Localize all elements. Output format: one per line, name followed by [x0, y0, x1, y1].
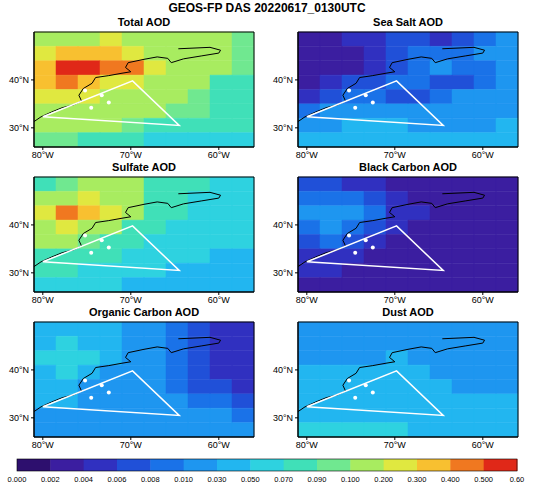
svg-text:60°W: 60°W [472, 295, 495, 305]
svg-text:80°W: 80°W [296, 295, 319, 305]
svg-text:80°W: 80°W [296, 440, 319, 450]
svg-text:0.050: 0.050 [241, 475, 260, 484]
svg-text:0.500: 0.500 [474, 475, 493, 484]
svg-text:0.004: 0.004 [74, 475, 93, 484]
svg-text:0.070: 0.070 [274, 475, 293, 484]
svg-text:40°N: 40°N [9, 75, 29, 85]
svg-text:60°W: 60°W [208, 440, 231, 450]
html-text:Organic Carbon AOD: Organic Carbon AOD [88, 306, 200, 318]
svg-text:30°N: 30°N [273, 413, 293, 423]
svg-text:70°W: 70°W [120, 295, 143, 305]
svg-text:70°W: 70°W [384, 150, 407, 160]
svg-text:0.008: 0.008 [141, 475, 160, 484]
html-text:GEOS-FP DAS 20220617_0130UTC: GEOS-FP DAS 20220617_0130UTC [168, 1, 366, 15]
svg-text:0.300: 0.300 [408, 475, 427, 484]
svg-text:80°W: 80°W [32, 295, 55, 305]
svg-text:70°W: 70°W [384, 440, 407, 450]
html-text:Total AOD: Total AOD [117, 16, 171, 28]
svg-text:30°N: 30°N [9, 123, 29, 133]
svg-text:30°N: 30°N [9, 268, 29, 278]
svg-text:40°N: 40°N [273, 75, 293, 85]
html-text:Sulfate AOD: Sulfate AOD [112, 161, 176, 173]
svg-text:70°W: 70°W [120, 150, 143, 160]
svg-text:30°N: 30°N [273, 123, 293, 133]
svg-text:0.010: 0.010 [174, 475, 193, 484]
svg-text:30°N: 30°N [9, 413, 29, 423]
html-text:Sea Salt AOD: Sea Salt AOD [373, 16, 443, 28]
svg-text:40°N: 40°N [9, 220, 29, 230]
svg-text:60°W: 60°W [208, 295, 231, 305]
svg-text:0.090: 0.090 [308, 475, 327, 484]
svg-text:60°W: 60°W [472, 440, 495, 450]
svg-text:30°N: 30°N [273, 268, 293, 278]
svg-text:0.200: 0.200 [374, 475, 393, 484]
html-text:Black Carbon AOD: Black Carbon AOD [359, 161, 457, 173]
svg-text:0.60: 0.60 [510, 475, 525, 484]
svg-text:0.030: 0.030 [208, 475, 227, 484]
svg-text:60°W: 60°W [472, 150, 495, 160]
svg-text:80°W: 80°W [32, 440, 55, 450]
svg-text:80°W: 80°W [296, 150, 319, 160]
svg-text:70°W: 70°W [120, 440, 143, 450]
svg-text:70°W: 70°W [384, 295, 407, 305]
svg-text:80°W: 80°W [32, 150, 55, 160]
svg-text:40°N: 40°N [9, 365, 29, 375]
svg-text:0.002: 0.002 [41, 475, 60, 484]
svg-text:60°W: 60°W [208, 150, 231, 160]
html-text:Dust AOD: Dust AOD [382, 306, 434, 318]
svg-text:0.100: 0.100 [341, 475, 360, 484]
svg-text:0.006: 0.006 [108, 475, 127, 484]
svg-text:40°N: 40°N [273, 365, 293, 375]
svg-text:0.000: 0.000 [8, 475, 27, 484]
svg-text:0.400: 0.400 [441, 475, 460, 484]
svg-text:40°N: 40°N [273, 220, 293, 230]
